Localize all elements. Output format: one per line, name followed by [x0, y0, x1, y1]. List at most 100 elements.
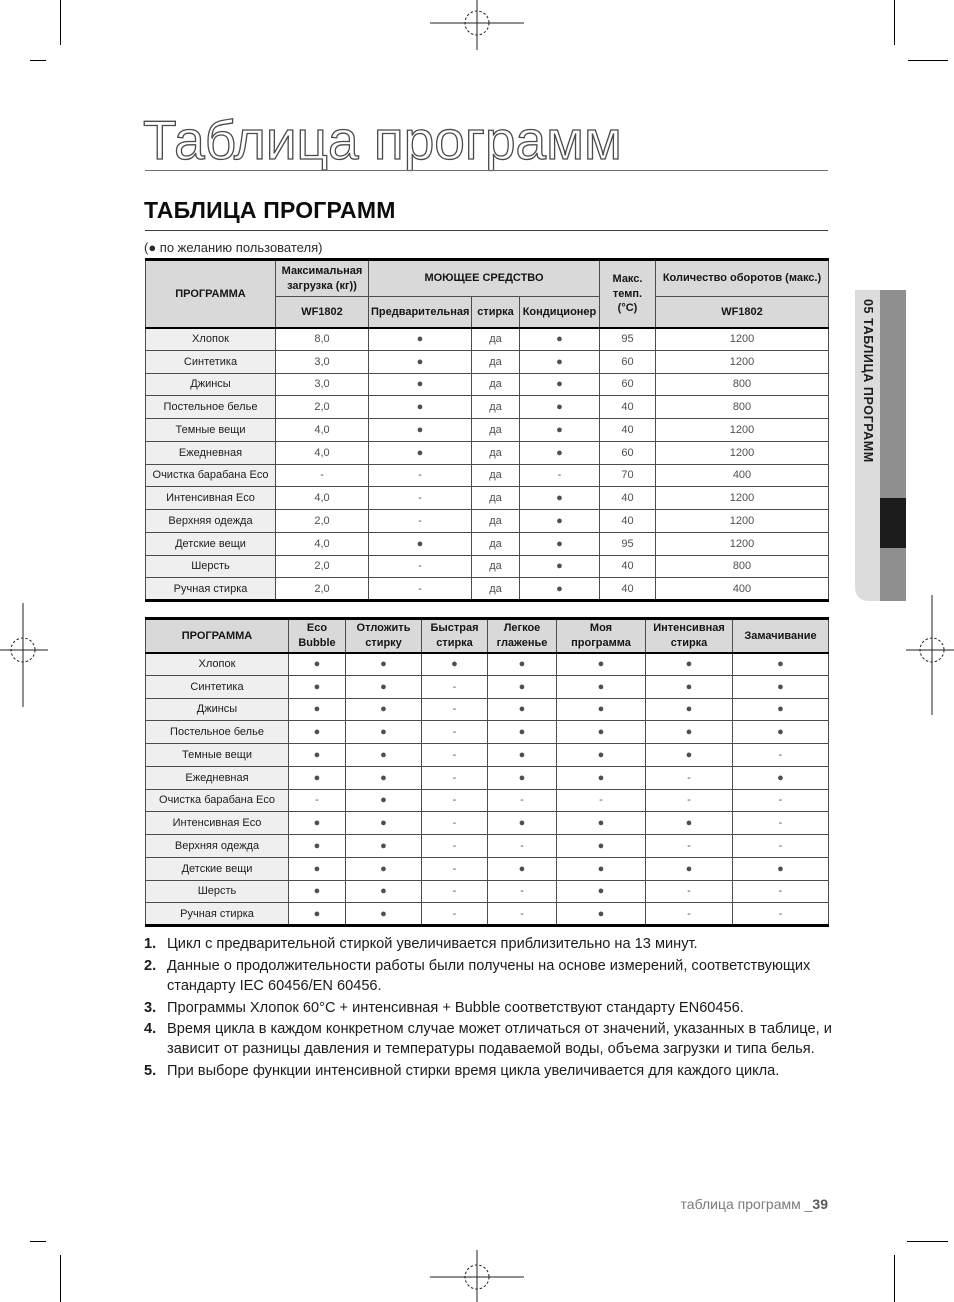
value-cell: 800 [655, 395, 829, 419]
value-cell: ● [345, 788, 422, 813]
value-cell: ● [487, 720, 557, 744]
value-cell: 60 [599, 440, 656, 465]
value-cell: - [645, 765, 733, 790]
value-cell: ● [556, 834, 646, 858]
footer-label: таблица программ _ [680, 1196, 813, 1212]
crop-mark [894, 0, 895, 45]
value-cell: ● [288, 674, 346, 699]
table-row: Верхняя одежда ● ● - - ● - - [145, 834, 829, 858]
value-cell: ● [519, 440, 600, 465]
value-cell: да [471, 440, 520, 465]
value-cell: 95 [599, 531, 656, 556]
value-cell: ● [487, 765, 557, 790]
value-cell: 40 [599, 577, 656, 601]
table-row: Интенсивная Eco ● ● - ● ● ● - [145, 811, 829, 835]
value-cell: - [487, 788, 557, 813]
title-rule [145, 170, 828, 171]
value-cell: ● [368, 327, 472, 351]
value-cell: да [471, 486, 520, 510]
value-cell: - [368, 577, 472, 601]
value-cell: ● [345, 674, 422, 699]
value-cell: ● [732, 720, 829, 744]
col-header-program: ПРОГРАММА [145, 618, 289, 653]
value-cell: - [421, 765, 488, 790]
table2-body: Хлопок ● ● ● ● ● ● ● Синтетика ● ● - ● ● ● ● Джинсы ● ● - ● ●… [145, 652, 829, 926]
value-cell: 8,0 [275, 327, 369, 351]
col-header-prewash: Предварительная [368, 296, 472, 328]
table-row: Постельное белье ● ● - ● ● ● ● [145, 720, 829, 744]
program-spec-table: ПРОГРАММА Максимальная загрузка (кг)) МО… [145, 258, 829, 602]
value-cell: - [645, 788, 733, 813]
value-cell: 1200 [655, 509, 829, 533]
footnote-item: 3. Программы Хлопок 60°C + интенсивная + … [144, 999, 843, 1019]
section-heading: ТАБЛИЦА ПРОГРАММ [144, 197, 396, 223]
crop-mark [894, 1255, 895, 1302]
program-name-cell: Детские вещи [145, 856, 289, 881]
value-cell: - [732, 811, 829, 835]
chapter-tab-label: 05 ТАБЛИЦА ПРОГРАММ [861, 299, 875, 463]
value-cell: 2,0 [275, 509, 369, 533]
value-cell: ● [368, 418, 472, 442]
table-row: Шерсть ● ● - - ● - - [145, 879, 829, 904]
program-name-cell: Темные вещи [145, 743, 289, 767]
footnote-item: 1. Цикл с предварительной стиркой увеличи… [144, 935, 843, 955]
col-header-program: ПРОГРАММА [145, 259, 276, 328]
value-cell: ● [645, 856, 733, 881]
col-header-max-temp: Макс. темп. (°C) [599, 259, 656, 328]
value-cell: 40 [599, 395, 656, 419]
value-cell: 4,0 [275, 418, 369, 442]
value-cell: - [275, 463, 369, 488]
value-cell: ● [288, 856, 346, 881]
value-cell: ● [487, 743, 557, 767]
footnote-text: Данные о продолжительности работы были п… [167, 957, 811, 994]
value-cell: 4,0 [275, 531, 369, 556]
value-cell: ● [556, 743, 646, 767]
value-cell: да [471, 509, 520, 533]
value-cell: 1200 [655, 440, 829, 465]
table-row: Детские вещи 4,0 ● да ● 95 1200 [145, 531, 829, 556]
value-cell: - [732, 788, 829, 813]
registration-mark-bottom [430, 1250, 524, 1302]
value-cell: ● [645, 674, 733, 699]
table-row: Ручная стирка ● ● - - ● - - [145, 902, 829, 926]
registration-mark-left [0, 603, 48, 707]
value-cell: - [487, 902, 557, 926]
value-cell: да [471, 349, 520, 374]
value-cell: ● [519, 531, 600, 556]
col-header-intensive: Интенсивная стирка [645, 618, 733, 653]
value-cell: 4,0 [275, 440, 369, 465]
table2-header: ПРОГРАММА Eco Bubble Отложить стирку Быс… [145, 618, 829, 653]
table-row: Темные вещи ● ● - ● ● ● - [145, 743, 829, 767]
value-cell: ● [288, 720, 346, 744]
table-row: Джинсы 3,0 ● да ● 60 800 [145, 372, 829, 397]
table-row: Верхняя одежда 2,0- да ● 40 1200 [145, 509, 829, 533]
value-cell: ● [556, 674, 646, 699]
table-row: Темные вещи 4,0 ● да ● 40 1200 [145, 418, 829, 442]
program-name-cell: Синтетика [145, 674, 289, 699]
col-header-wash: стирка [471, 296, 520, 328]
crop-mark [60, 1255, 61, 1302]
col-header-load-model: WF1802 [275, 296, 369, 328]
value-cell: ● [732, 697, 829, 722]
legend-note: (● по желанию пользователя) [144, 240, 323, 255]
value-cell: ● [556, 720, 646, 744]
value-cell: ● [556, 765, 646, 790]
program-name-cell: Верхняя одежда [145, 834, 289, 858]
crop-mark [30, 1241, 46, 1242]
program-name-cell: Хлопок [145, 327, 276, 351]
footnote-text: Программы Хлопок 60°C + интенсивная + Bu… [167, 999, 744, 1016]
program-name-cell: Постельное белье [145, 395, 276, 419]
table-row: Интенсивная Eco 4,0- да ● 40 1200 [145, 486, 829, 510]
value-cell: - [421, 674, 488, 699]
value-cell: - [421, 902, 488, 926]
footnote-text: Время цикла в каждом конкретном случае м… [167, 1021, 832, 1058]
value-cell: ● [645, 743, 733, 767]
program-name-cell: Ручная стирка [145, 577, 276, 601]
program-name-cell: Джинсы [145, 372, 276, 397]
col-header-softener: Кондиционер [519, 296, 600, 328]
value-cell: 400 [655, 463, 829, 488]
program-name-cell: Джинсы [145, 697, 289, 722]
value-cell: ● [556, 856, 646, 881]
value-cell: - [487, 879, 557, 904]
value-cell: - [519, 463, 600, 488]
